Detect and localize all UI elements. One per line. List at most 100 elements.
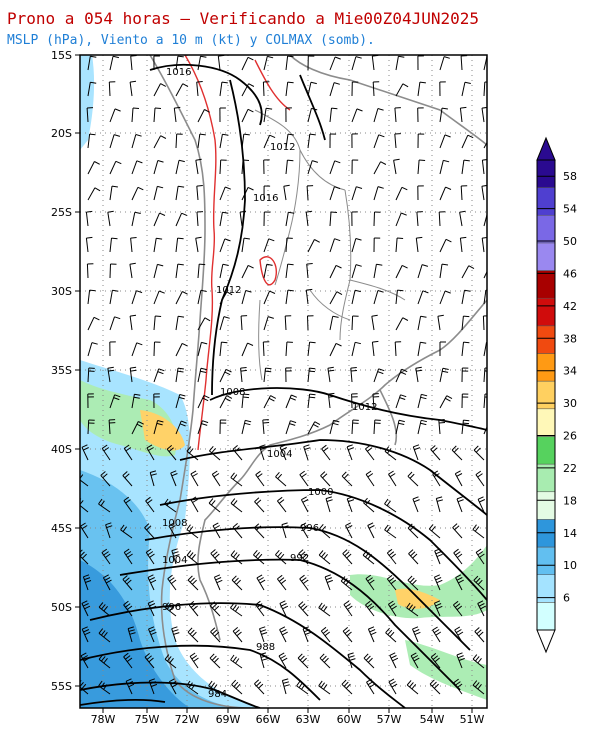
wind-barb-feather — [463, 315, 470, 318]
wind-barb-feather — [112, 289, 119, 292]
wind-barb — [98, 632, 111, 643]
wind-barb-feather — [321, 552, 326, 558]
wind-barb-feather — [410, 551, 416, 557]
wind-barb — [131, 134, 137, 149]
wind-barb-feather — [314, 421, 321, 426]
wind-barb — [144, 527, 155, 539]
wind-barb-feather — [254, 497, 260, 503]
wind-barb — [131, 107, 134, 123]
wind-barb — [259, 628, 265, 643]
wind-barb-feather — [346, 444, 353, 448]
wind-barb-feather — [455, 551, 461, 556]
wind-barb-feather — [367, 657, 373, 663]
wind-barb-feather — [178, 396, 185, 400]
wind-barb-feather — [345, 683, 351, 689]
wind-barb-feather — [291, 394, 297, 398]
wind-barb-feather — [477, 683, 482, 690]
wind-barb-feather — [170, 525, 176, 529]
wind-barb-feather — [367, 553, 372, 560]
wind-barb — [363, 502, 375, 513]
wind-barb — [85, 212, 89, 227]
wind-barb — [188, 604, 199, 617]
wind-barb-feather — [192, 473, 198, 477]
wind-barb-feather — [388, 678, 395, 683]
wind-barb — [298, 553, 309, 565]
wind-barb-feather — [171, 626, 178, 630]
wind-barb-feather — [166, 500, 171, 506]
wind-barb — [365, 578, 375, 591]
wind-barb-feather — [169, 678, 175, 683]
wind-barb-feather — [144, 653, 150, 658]
wind-barb — [153, 107, 156, 123]
wind-barb-feather — [105, 553, 111, 558]
wind-barb-feather — [301, 684, 306, 690]
wind-barb-feather — [332, 422, 339, 426]
wind-barb-feather — [280, 629, 287, 633]
wind-barb-feather — [386, 574, 393, 580]
wind-barb-feather — [83, 574, 90, 578]
wind-barb — [80, 504, 89, 513]
wind-barb — [327, 394, 331, 409]
wind-barb — [87, 161, 95, 175]
wind-barb-feather — [430, 653, 437, 658]
wind-barb-feather — [354, 341, 362, 345]
wind-barb-feather — [378, 368, 385, 372]
wind-barb-feather — [101, 630, 106, 636]
wind-barb-feather — [201, 423, 208, 426]
wind-barb — [232, 630, 243, 643]
wind-barb-feather — [277, 574, 283, 580]
wind-barb — [461, 265, 470, 279]
wind-barb — [394, 107, 397, 123]
wind-barb-feather — [196, 81, 203, 83]
wind-barb-feather — [414, 447, 421, 451]
wind-barb — [477, 603, 485, 617]
wind-barb-feather — [125, 499, 131, 504]
lat-ticks — [75, 54, 80, 687]
wind-barb-feather — [296, 680, 301, 687]
wind-barb-feather — [322, 473, 328, 479]
wind-barb-feather — [300, 522, 307, 527]
wind-barb — [327, 368, 331, 383]
wind-barb-feather — [125, 678, 132, 682]
wind-barb-feather — [240, 369, 247, 372]
wind-barb-feather — [81, 600, 88, 604]
wind-barb — [307, 108, 312, 123]
wind-barb — [147, 603, 155, 617]
wind-barb — [481, 108, 485, 123]
colorbar-min-arrow — [536, 629, 556, 654]
wind-barb-feather — [256, 574, 263, 579]
colorbar-swatch — [536, 546, 556, 575]
wind-barb-feather — [136, 342, 143, 346]
wind-barb-feather — [456, 553, 463, 558]
wind-barb — [386, 552, 397, 565]
wind-barb-feather — [191, 684, 196, 690]
wind-barb-feather — [89, 133, 96, 136]
wind-barb — [186, 529, 199, 539]
wind-barb — [439, 134, 446, 149]
wind-barb-feather — [413, 444, 420, 448]
wind-barb-feather — [453, 678, 459, 684]
wind-barb-feather — [80, 474, 84, 480]
wind-barb-feather — [402, 317, 409, 321]
wind-barb-feather — [434, 683, 439, 689]
wind-barb — [130, 238, 133, 253]
wind-barb-feather — [406, 602, 411, 609]
wind-barb-feather — [85, 580, 92, 583]
wind-barb-feather — [282, 605, 289, 610]
wind-barb — [417, 342, 421, 357]
wind-barb-feather — [150, 579, 157, 584]
wind-barb — [123, 500, 133, 513]
wind-barb — [387, 604, 397, 617]
wind-barb — [87, 56, 91, 71]
wind-barb-feather — [344, 629, 350, 634]
wind-barb — [351, 56, 357, 71]
wind-barb — [372, 393, 375, 409]
wind-barb-feather — [177, 370, 184, 373]
lat-label: 35S — [51, 364, 72, 377]
wind-barb-feather — [195, 236, 202, 239]
wind-barb — [196, 211, 199, 227]
wind-barb-feather — [277, 551, 282, 558]
wind-barb — [417, 394, 422, 409]
wind-barb-feather — [226, 291, 233, 296]
wind-barb — [131, 394, 135, 409]
